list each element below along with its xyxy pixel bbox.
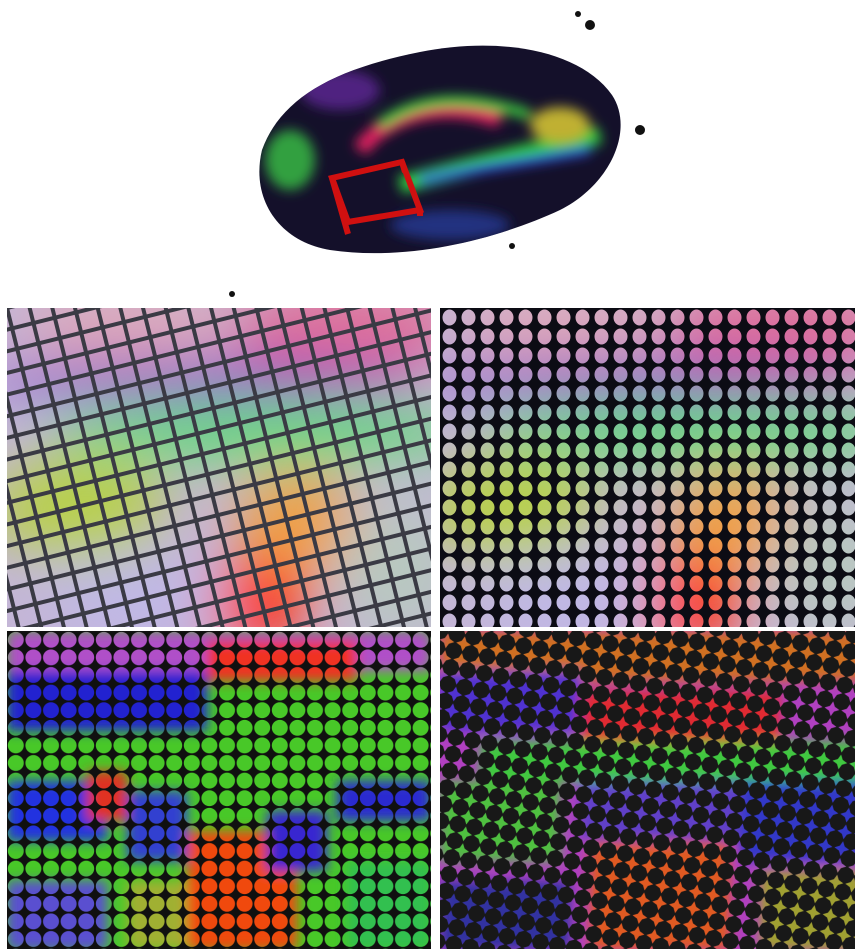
panel-spheres	[7, 631, 431, 949]
panel-ellipsoids	[410, 283, 855, 648]
brain-slice	[229, 11, 645, 297]
panel-cuboids	[0, 283, 487, 648]
figure	[0, 0, 855, 949]
panel-superquadrics	[440, 631, 855, 949]
